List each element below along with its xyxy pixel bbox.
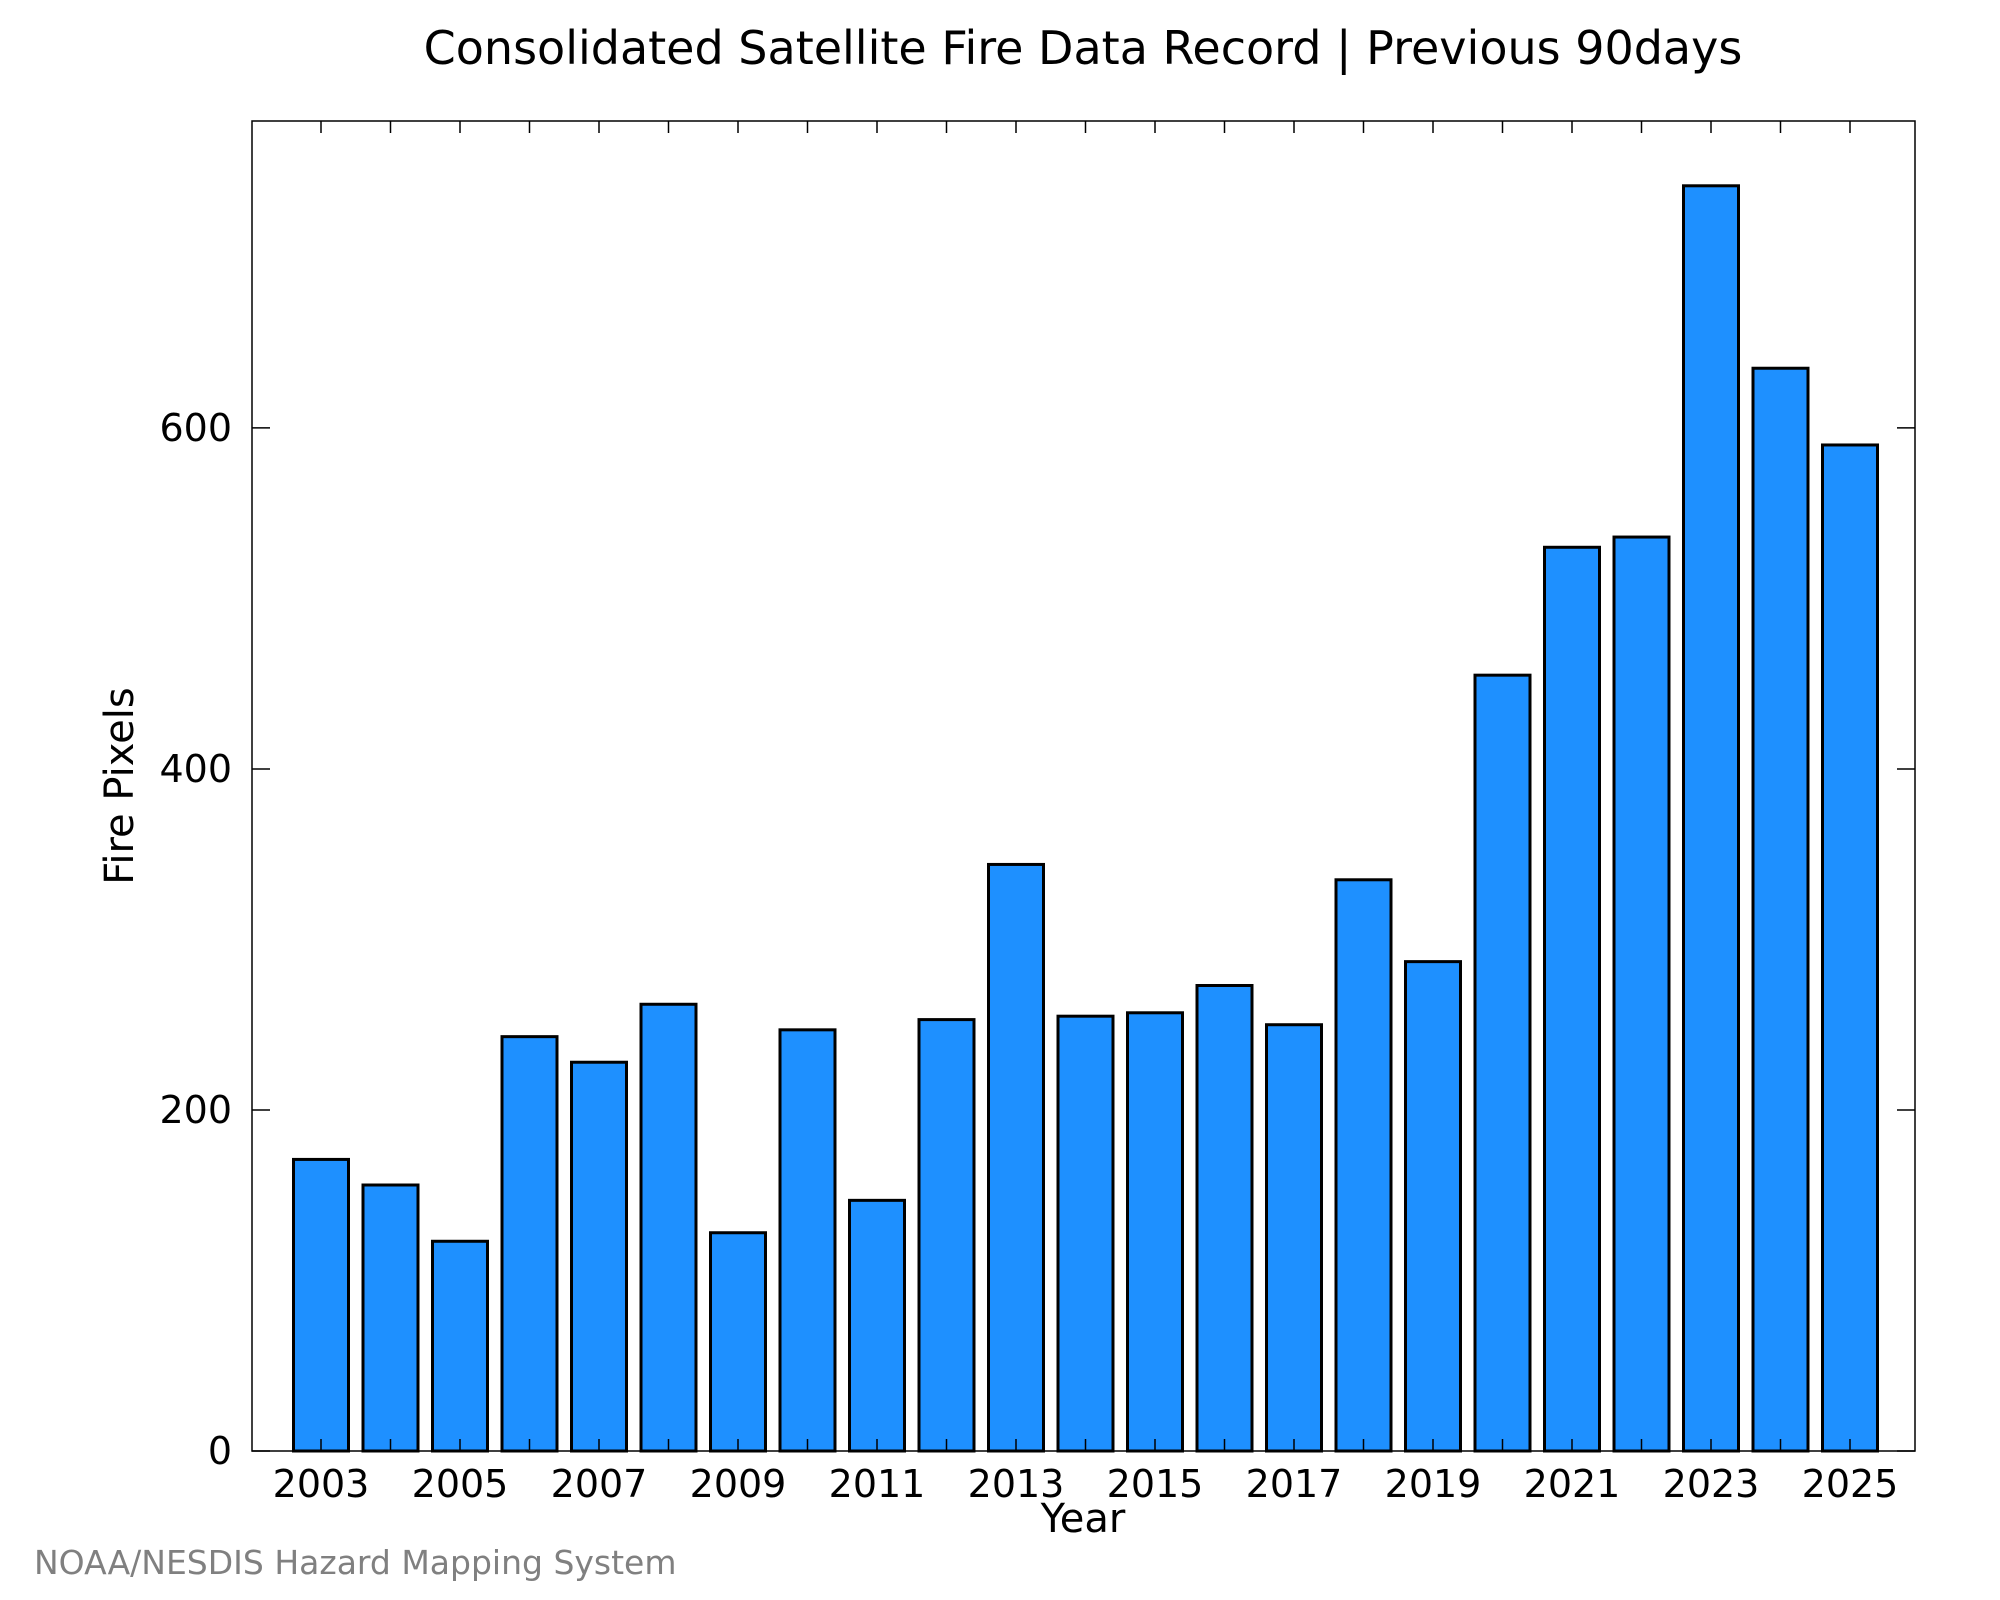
bar-2004 [361, 1183, 420, 1453]
bar-2020 [1473, 673, 1532, 1453]
x-axis-label: Year [1040, 1496, 1126, 1542]
axis-ticks [252, 121, 1915, 1452]
bar-2017 [1265, 1023, 1323, 1453]
x-tick-label-2011: 2011 [829, 1462, 926, 1506]
x-tick-label-2019: 2019 [1385, 1462, 1482, 1506]
bar-2014 [1056, 1014, 1115, 1453]
bar-2011 [848, 1198, 906, 1453]
x-tick-label-2023: 2023 [1663, 1462, 1760, 1506]
x-axis-tick-labels: 2003 2005 2007 2009 2011 2013 2015 2017 2019 2021… [273, 1462, 1899, 1506]
y-tick-label-600: 600 [159, 406, 232, 450]
x-tick-label-2007: 2007 [551, 1462, 648, 1506]
bar-2023 [1682, 184, 1740, 1453]
x-tick-label-2017: 2017 [1246, 1462, 1343, 1506]
x-tick-label-2005: 2005 [412, 1462, 509, 1506]
bar-2006 [500, 1035, 559, 1453]
x-tick-label-2003: 2003 [273, 1462, 370, 1506]
x-tick-label-2015: 2015 [1107, 1462, 1204, 1506]
bar-2024 [1751, 366, 1810, 1453]
x-tick-label-2013: 2013 [968, 1462, 1065, 1506]
y-tick-label-200: 200 [159, 1088, 232, 1132]
x-tick-label-2009: 2009 [690, 1462, 787, 1506]
bar-2013 [987, 862, 1045, 1453]
bar-2005 [431, 1239, 489, 1453]
bar-series [292, 184, 1879, 1453]
x-tick-label-2025: 2025 [1802, 1462, 1899, 1506]
y-tick-label-0: 0 [208, 1429, 232, 1473]
bar-2025 [1821, 443, 1879, 1453]
bar-2008 [639, 1002, 698, 1453]
bar-2003 [292, 1157, 350, 1453]
source-note: NOAA/NESDIS Hazard Mapping System [34, 1543, 677, 1582]
y-axis-label: Fire Pixels [97, 687, 143, 884]
chart-title: Consolidated Satellite Fire Data Record … [424, 21, 1743, 76]
bar-2016 [1195, 984, 1254, 1453]
bar-2022 [1612, 535, 1671, 1453]
y-axis-tick-labels: 0 200 400 600 [159, 406, 232, 1473]
bar-2009 [709, 1231, 767, 1453]
y-tick-label-400: 400 [159, 747, 232, 791]
bar-2012 [917, 1018, 976, 1453]
bar-2019 [1404, 960, 1462, 1453]
bar-2007 [570, 1060, 628, 1453]
bar-2018 [1334, 878, 1393, 1453]
bar-2015 [1126, 1011, 1184, 1453]
x-tick-label-2021: 2021 [1524, 1462, 1621, 1506]
bar-2021 [1543, 545, 1601, 1453]
bar-2010 [778, 1028, 837, 1453]
